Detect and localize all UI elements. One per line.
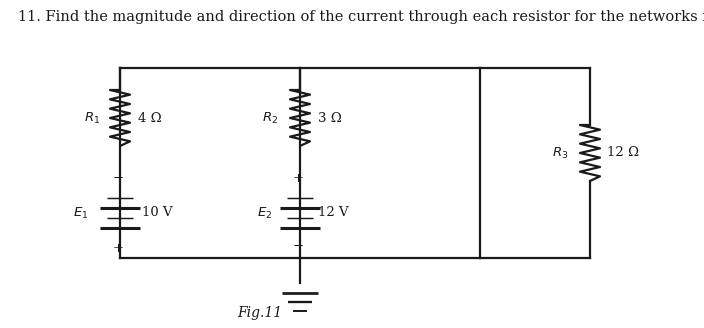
Text: +: +: [292, 172, 303, 184]
Text: +: +: [113, 242, 123, 256]
Text: 11. Find the magnitude and direction of the current through each resistor for th: 11. Find the magnitude and direction of …: [18, 10, 704, 24]
Text: 12 V: 12 V: [318, 207, 348, 219]
Text: −: −: [292, 239, 303, 253]
Text: $R_3$: $R_3$: [552, 145, 568, 160]
Text: 10 V: 10 V: [142, 207, 172, 219]
Text: 12 Ω: 12 Ω: [607, 147, 639, 159]
Text: $E_2$: $E_2$: [257, 205, 272, 220]
Text: −: −: [113, 172, 124, 184]
Text: 3 Ω: 3 Ω: [318, 112, 341, 125]
Text: Fig.11: Fig.11: [237, 306, 282, 320]
Text: $E_1$: $E_1$: [73, 205, 88, 220]
Text: $R_2$: $R_2$: [262, 111, 278, 126]
Text: 4 Ω: 4 Ω: [138, 112, 162, 125]
Text: $R_1$: $R_1$: [84, 111, 100, 126]
